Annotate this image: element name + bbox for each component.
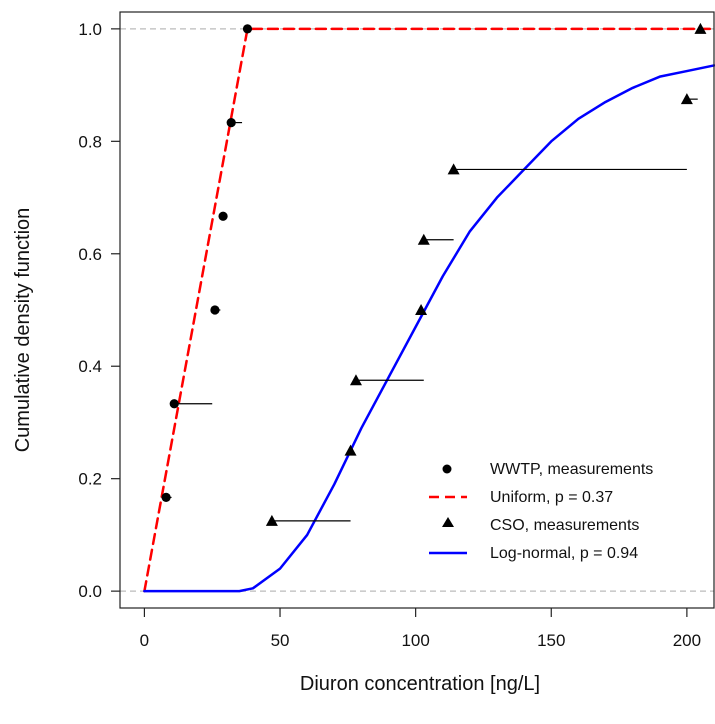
- y-tick-label: 0.6: [78, 245, 102, 264]
- wwtp-measurement-point: [242, 24, 253, 34]
- x-tick-label: 50: [271, 631, 290, 650]
- y-axis-label: Cumulative density function: [12, 208, 34, 453]
- legend: WWTP, measurements Uniform, p = 0.37 CSO…: [429, 461, 653, 562]
- plot-area: [143, 22, 715, 593]
- uniform-cdf-line: [143, 27, 715, 593]
- cso-measurement-point: [349, 374, 362, 386]
- y-tick-label: 1.0: [78, 20, 102, 39]
- cso-measurement-point: [415, 304, 428, 315]
- x-axis-ticks: 0 50 100 150 200: [140, 608, 701, 650]
- y-tick-label: 0.0: [78, 582, 102, 601]
- grid-reference-lines: [120, 28, 714, 592]
- plot-frame: [119, 11, 715, 609]
- legend-uniform-label: Uniform, p = 0.37: [490, 489, 613, 506]
- lognormal-cdf-line: [143, 64, 715, 593]
- cso-measurement-point: [344, 444, 357, 456]
- y-tick-label: 0.4: [78, 357, 102, 376]
- wwtp-measurement-point: [218, 211, 228, 221]
- wwtp-measurement-point: [226, 117, 236, 128]
- x-tick-label: 100: [401, 631, 429, 650]
- x-tick-label: 0: [140, 631, 149, 650]
- x-tick-label: 200: [673, 631, 701, 650]
- cso-measurement-point: [694, 22, 707, 34]
- cso-measurement-point: [265, 514, 278, 526]
- cso-measurement-point: [447, 163, 460, 175]
- legend-wwtp-label: WWTP, measurements: [490, 461, 653, 478]
- wwtp-measurement-point: [169, 399, 179, 409]
- cso-measurement-point: [680, 93, 693, 105]
- wwtp-measurement-point: [161, 492, 171, 503]
- x-tick-label: 150: [537, 631, 565, 650]
- y-axis-ticks: 0.0 0.2 0.4 0.6 0.8 1.0: [78, 20, 120, 601]
- cso-measurement-point: [417, 233, 430, 245]
- legend-cso-marker-icon: [442, 517, 454, 527]
- y-tick-label: 0.2: [78, 470, 102, 489]
- legend-wwtp-marker-icon: [442, 464, 452, 474]
- wwtp-measurement-point: [210, 305, 220, 315]
- y-tick-label: 0.8: [78, 132, 102, 151]
- legend-lognormal-label: Log-normal, p = 0.94: [490, 545, 638, 562]
- x-axis-label: Diuron concentration [ng/L]: [300, 673, 540, 695]
- legend-cso-label: CSO, measurements: [490, 517, 639, 534]
